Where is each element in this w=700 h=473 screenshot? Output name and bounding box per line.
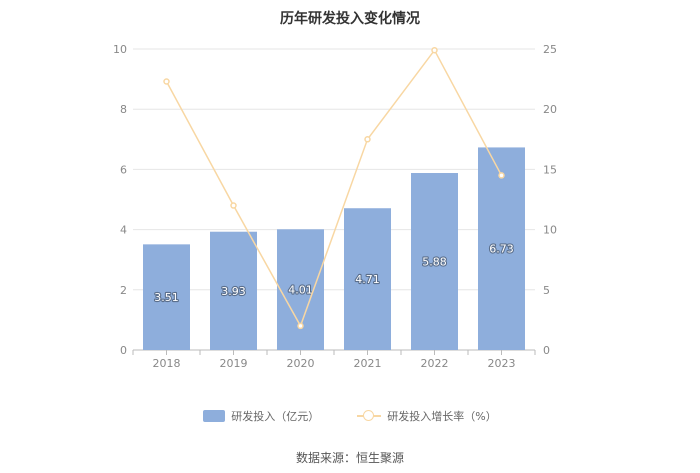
- y-right-tick-label: 15: [543, 163, 557, 176]
- legend: 研发投入（亿元） 研发投入增长率（%）: [0, 408, 700, 424]
- y-right-tick-label: 0: [543, 344, 550, 357]
- x-tick-label: 2019: [220, 357, 248, 370]
- bar-data-label: 4.01: [288, 284, 313, 297]
- growth-line: [165, 48, 503, 328]
- bar-data-label: 5.88: [422, 256, 447, 269]
- x-tick-label: 2022: [421, 357, 449, 370]
- line-point: [498, 172, 505, 179]
- bar-data-label: 6.73: [489, 243, 514, 256]
- y-right-tick-label: 5: [543, 284, 550, 297]
- line-point: [163, 78, 170, 85]
- data-source: 数据来源：恒生聚源: [295, 451, 404, 465]
- legend-line-swatch: [357, 410, 382, 422]
- x-tick-label: 2023: [488, 357, 516, 370]
- bar: [210, 231, 257, 350]
- y-left-tick-label: 2: [120, 284, 127, 297]
- y-left-tick-label: 4: [120, 224, 127, 237]
- line-point: [364, 136, 371, 143]
- y-right-tick-label: 20: [543, 103, 557, 116]
- y-left-tick-label: 10: [113, 43, 127, 56]
- legend-line-label: 研发投入增长率（%）: [387, 410, 497, 423]
- bar-data-label: 4.71: [355, 273, 380, 286]
- x-tick-label: 2018: [153, 357, 181, 370]
- y-right-tick-label: 10: [543, 224, 557, 237]
- y-right-tick-label: 25: [543, 43, 557, 56]
- bar: [411, 173, 458, 350]
- legend-bar-label: 研发投入（亿元）: [231, 410, 320, 423]
- bar: [143, 244, 190, 350]
- line-point: [431, 46, 438, 54]
- chart-title: 历年研发投入变化情况: [280, 11, 420, 27]
- line-point: [230, 202, 237, 209]
- bar: [277, 229, 324, 350]
- x-tick-label: 2020: [287, 357, 315, 370]
- legend-item-line[interactable]: 研发投入增长率（%）: [357, 408, 497, 424]
- y-left-tick-label: 6: [120, 163, 127, 176]
- legend-item-bar[interactable]: 研发投入（亿元）: [203, 408, 319, 424]
- x-tick-label: 2021: [354, 357, 382, 370]
- legend-bar-swatch: [203, 410, 226, 422]
- line-point: [297, 322, 304, 330]
- y-left-tick-label: 8: [120, 103, 127, 116]
- y-left-tick-label: 0: [120, 344, 127, 357]
- bar: [478, 147, 525, 350]
- bar-data-label: 3.93: [221, 285, 246, 298]
- bar-data-label: 3.51: [154, 291, 179, 304]
- chart-plot: 0 2 4 6 8 10 0 5 10 15 20 25 2018 3.51 2019 3.93 2020 4.0…: [113, 43, 557, 370]
- bar: [344, 208, 391, 350]
